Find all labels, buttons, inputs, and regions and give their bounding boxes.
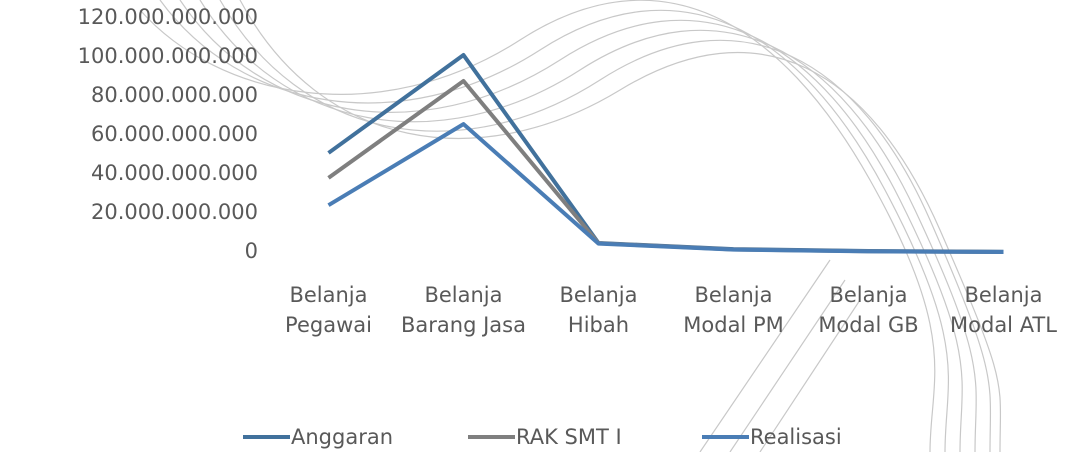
y-tick-label: 0 — [245, 239, 258, 263]
x-tick-label: Belanja Modal ATL — [939, 280, 1069, 340]
y-tick-label: 20.000.000.000 — [91, 200, 258, 224]
line — [329, 55, 1004, 252]
y-tick-label: 120.000.000.000 — [78, 5, 258, 29]
x-tick-label: Belanja Modal PM — [669, 280, 799, 340]
decoration — [140, 0, 1000, 452]
x-tick-label: Belanja Hibah — [534, 280, 664, 340]
x-tick-label: Belanja Modal GB — [804, 280, 934, 340]
y-tick-label: 60.000.000.000 — [91, 122, 258, 146]
y-tick-label: 80.000.000.000 — [91, 83, 258, 107]
x-tick-label: Belanja Pegawai — [264, 280, 394, 340]
chart-svg: 0 20.000.000.000 40.000.000.000 60.000.000.… — [0, 0, 1074, 452]
x-tick-label: Belanja Barang Jasa — [399, 280, 529, 340]
y-tick-label: 40.000.000.000 — [91, 161, 258, 185]
y-tick-label: 100.000.000.000 — [78, 44, 258, 68]
legend-label: Realisasi — [750, 425, 842, 449]
legend-label: RAK SMT I — [516, 425, 622, 449]
chart: 0 20.000.000.000 40.000.000.000 60.000.000.… — [0, 0, 1074, 452]
legend-label: Anggaran — [291, 425, 393, 449]
line — [329, 124, 1004, 252]
